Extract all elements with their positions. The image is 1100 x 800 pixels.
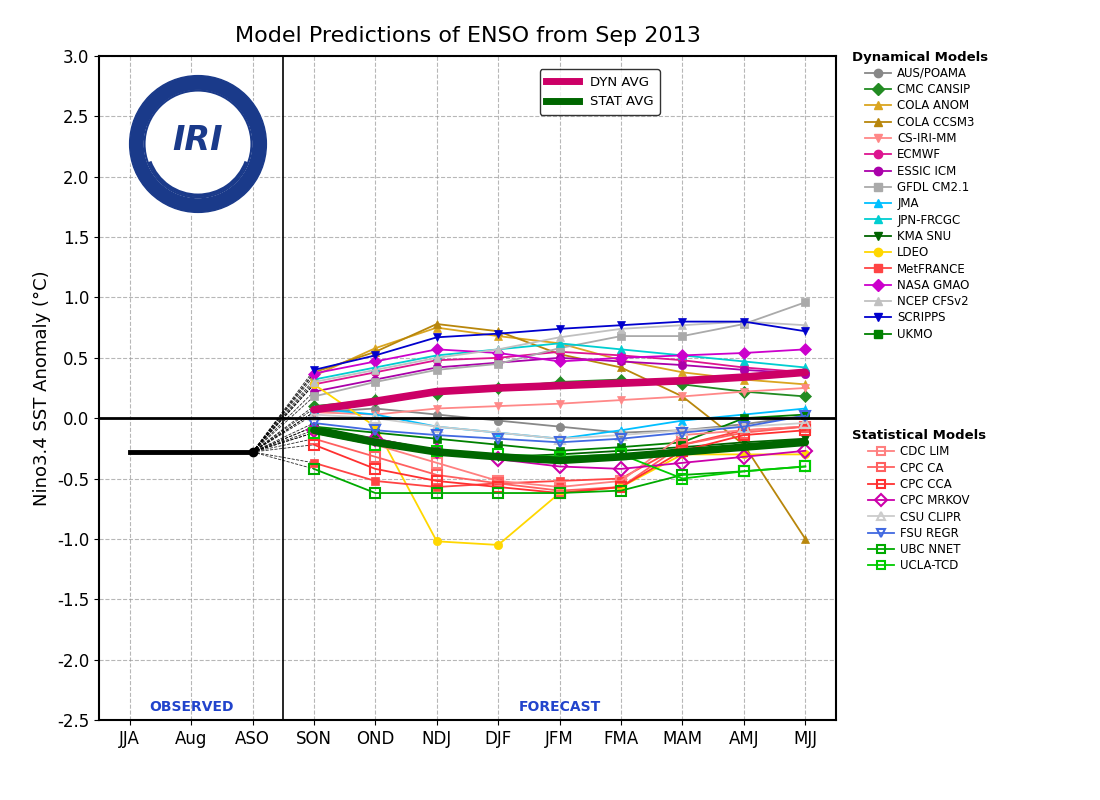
Circle shape [129, 74, 267, 214]
Text: FORECAST: FORECAST [518, 700, 601, 714]
Title: Model Predictions of ENSO from Sep 2013: Model Predictions of ENSO from Sep 2013 [234, 26, 701, 46]
Circle shape [144, 90, 252, 198]
Circle shape [142, 88, 254, 200]
Circle shape [130, 76, 266, 212]
Text: OBSERVED: OBSERVED [148, 700, 233, 714]
Text: IRI: IRI [173, 124, 223, 158]
Y-axis label: Nino3.4 SST Anomaly (°C): Nino3.4 SST Anomaly (°C) [33, 270, 52, 506]
Legend: CDC LIM, CPC CA, CPC CCA, CPC MRKOV, CSU CLIPR, FSU REGR, UBC NNET, UCLA-TCD: CDC LIM, CPC CA, CPC CCA, CPC MRKOV, CSU… [850, 428, 987, 574]
